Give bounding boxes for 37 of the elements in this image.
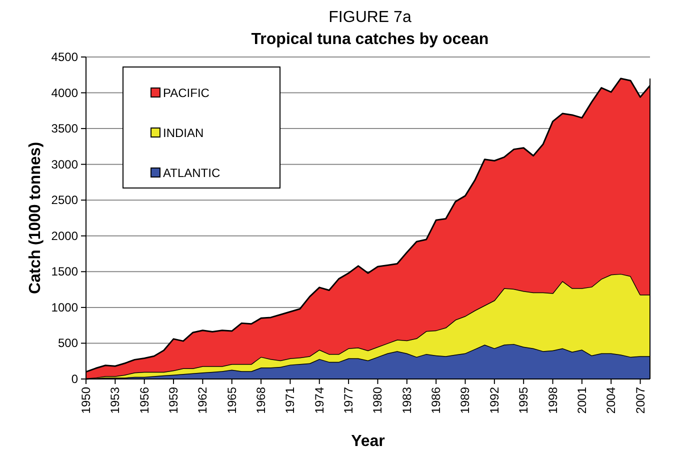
x-tick-label: 2001 xyxy=(574,386,589,414)
x-tick-label: 1962 xyxy=(196,386,210,414)
x-tick-label: 1950 xyxy=(79,386,93,414)
x-tick-label: 1998 xyxy=(546,386,560,414)
x-tick-label: 1986 xyxy=(429,386,444,414)
x-axis-title: Year xyxy=(351,433,385,450)
y-tick-label: 4000 xyxy=(51,86,78,100)
x-tick-label: 1974 xyxy=(312,386,326,414)
y-tick-label: 4500 xyxy=(51,50,78,64)
x-tick-label: 1995 xyxy=(516,386,531,414)
x-tick-label: 1971 xyxy=(283,386,298,414)
x-tick-label: 1992 xyxy=(487,386,502,414)
legend-label: INDIAN xyxy=(163,126,204,140)
y-tick-label: 1500 xyxy=(51,264,78,279)
x-tick-label: 1956 xyxy=(137,386,152,414)
y-axis-title: Catch (1000 tonnes) xyxy=(27,142,44,294)
x-tick-label: 1953 xyxy=(108,386,122,414)
legend-label: ATLANTIC xyxy=(163,166,220,180)
y-tick-label: 500 xyxy=(58,336,78,350)
chart-subtitle: Tropical tuna catches by ocean xyxy=(251,31,489,48)
x-tick-label: 1965 xyxy=(224,386,239,414)
x-tick-label: 1983 xyxy=(400,386,414,414)
x-tick-label: 1959 xyxy=(166,386,181,414)
x-tick-label: 2007 xyxy=(633,386,648,414)
x-tick-label: 1977 xyxy=(342,386,356,414)
y-tick-label: 2500 xyxy=(51,193,78,208)
y-tick-label: 3000 xyxy=(51,157,78,172)
legend-label: PACIFIC xyxy=(163,86,210,100)
x-tick-label: 2004 xyxy=(604,386,618,414)
x-tick-label: 1989 xyxy=(458,386,472,414)
y-tick-label: 3500 xyxy=(51,122,78,136)
y-tick-label: 0 xyxy=(71,372,78,386)
x-tick-label: 1980 xyxy=(370,386,385,414)
chart-title: FIGURE 7a xyxy=(328,9,412,26)
y-tick-label: 1000 xyxy=(51,300,78,314)
y-tick-label: 2000 xyxy=(51,228,78,243)
x-tick-label: 1968 xyxy=(254,386,268,414)
